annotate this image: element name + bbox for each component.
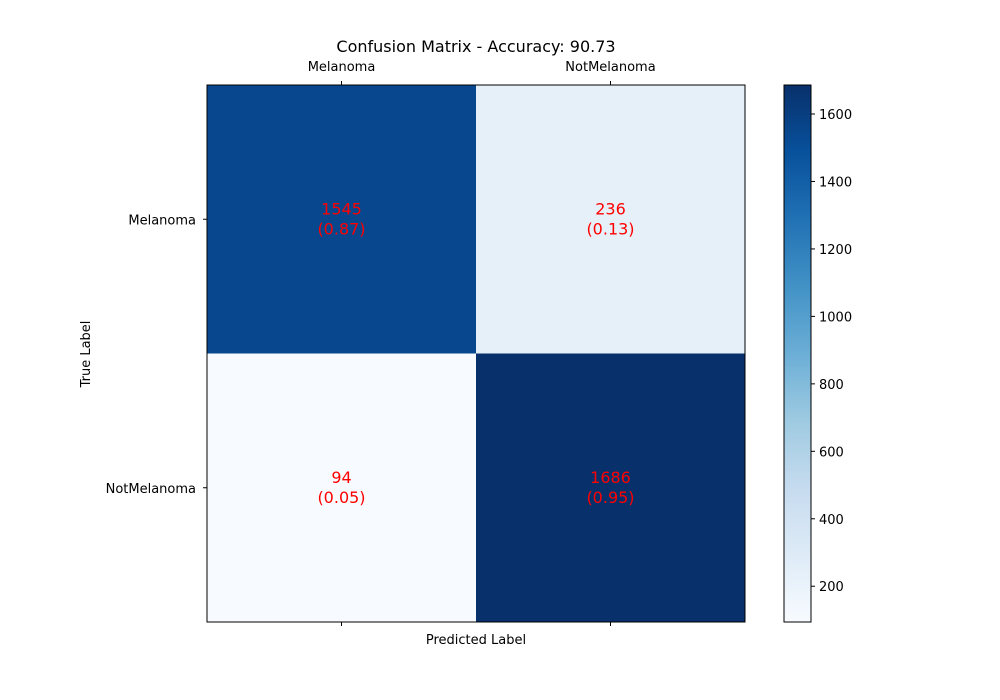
chart-title: Confusion Matrix - Accuracy: 90.73 <box>336 37 615 56</box>
y-tick-label: NotMelanoma <box>106 482 196 497</box>
heatmap-cells <box>207 85 745 622</box>
heatmap-cell <box>207 85 476 354</box>
heatmap-cell <box>207 353 476 622</box>
cell-count-label: 1686 <box>590 468 631 487</box>
y-tick-label: Melanoma <box>128 213 196 228</box>
cell-ratio-label: (0.05) <box>317 488 365 507</box>
plot-frame <box>206 84 746 623</box>
colorbar-tick-label: 1600 <box>819 108 852 123</box>
cell-annotations: 1545(0.87) 236(0.13) 94(0.05) 1686(0.95) <box>317 199 634 507</box>
colorbar-tick-label: 1400 <box>819 175 852 190</box>
colorbar-tick-label: 800 <box>819 378 844 393</box>
colorbar-tick-label: 600 <box>819 445 844 460</box>
colorbar <box>783 84 812 623</box>
heatmap-cell <box>476 85 745 354</box>
x-tick-label: NotMelanoma <box>565 60 655 75</box>
y-axis-ticks: Melanoma NotMelanoma <box>106 213 207 497</box>
cell-count-label: 94 <box>331 468 351 487</box>
cell-ratio-label: (0.13) <box>586 219 634 238</box>
cell-count-label: 236 <box>595 199 626 218</box>
cell-ratio-label: (0.87) <box>317 219 365 238</box>
heatmap-cell <box>476 353 745 622</box>
cell-ratio-label: (0.95) <box>586 488 634 507</box>
y-axis-label: True Label <box>79 321 94 389</box>
colorbar-tick-label: 1000 <box>819 310 852 325</box>
colorbar-tick-label: 400 <box>819 513 844 528</box>
x-axis-label: Predicted Label <box>426 633 526 648</box>
x-tick-label: Melanoma <box>308 60 376 75</box>
colorbar-tick-label: 1200 <box>819 243 852 258</box>
x-axis-ticks: Melanoma NotMelanoma <box>308 60 656 626</box>
cell-count-label: 1545 <box>321 199 362 218</box>
colorbar-ticks: 200 400 600 800 1000 1200 1400 1600 <box>811 108 852 595</box>
colorbar-tick-label: 200 <box>819 580 844 595</box>
